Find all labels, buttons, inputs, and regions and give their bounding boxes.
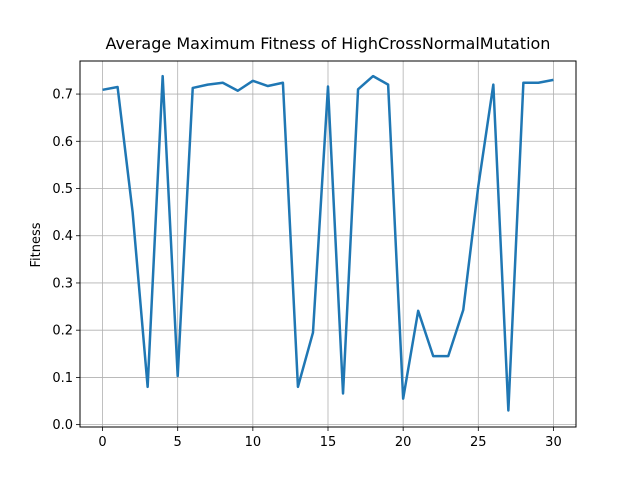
y-tick-label: 0.6 [52,135,73,150]
y-axis-label: Fitness [29,222,44,267]
x-tick-label: 30 [545,435,562,450]
y-tick-label: 0.3 [52,276,73,291]
y-tick-label: 0.2 [52,324,73,339]
x-tick-label: 10 [245,435,262,450]
y-tick-label: 0.0 [52,418,73,433]
series-line [102,74,554,412]
chart-title: Average Maximum Fitness of HighCrossNorm… [106,34,551,53]
x-tick-label: 15 [320,435,337,450]
y-tick-label: 0.4 [52,229,73,244]
y-tick-label: 0.1 [52,371,73,386]
x-tick-label: 25 [470,435,487,450]
x-tick-label: 5 [174,435,182,450]
y-tick-label: 0.7 [52,88,73,103]
y-tick-label: 0.5 [52,182,73,197]
grid-layer [80,61,576,427]
series-layer [102,74,554,412]
x-tick-label: 20 [395,435,412,450]
tick-layer: 0 5 10 15 20 25 30 0.0 0.1 0.2 0.3 0.4 0.5 0.6 0.7 [52,88,561,450]
x-tick-label: 0 [98,435,106,450]
